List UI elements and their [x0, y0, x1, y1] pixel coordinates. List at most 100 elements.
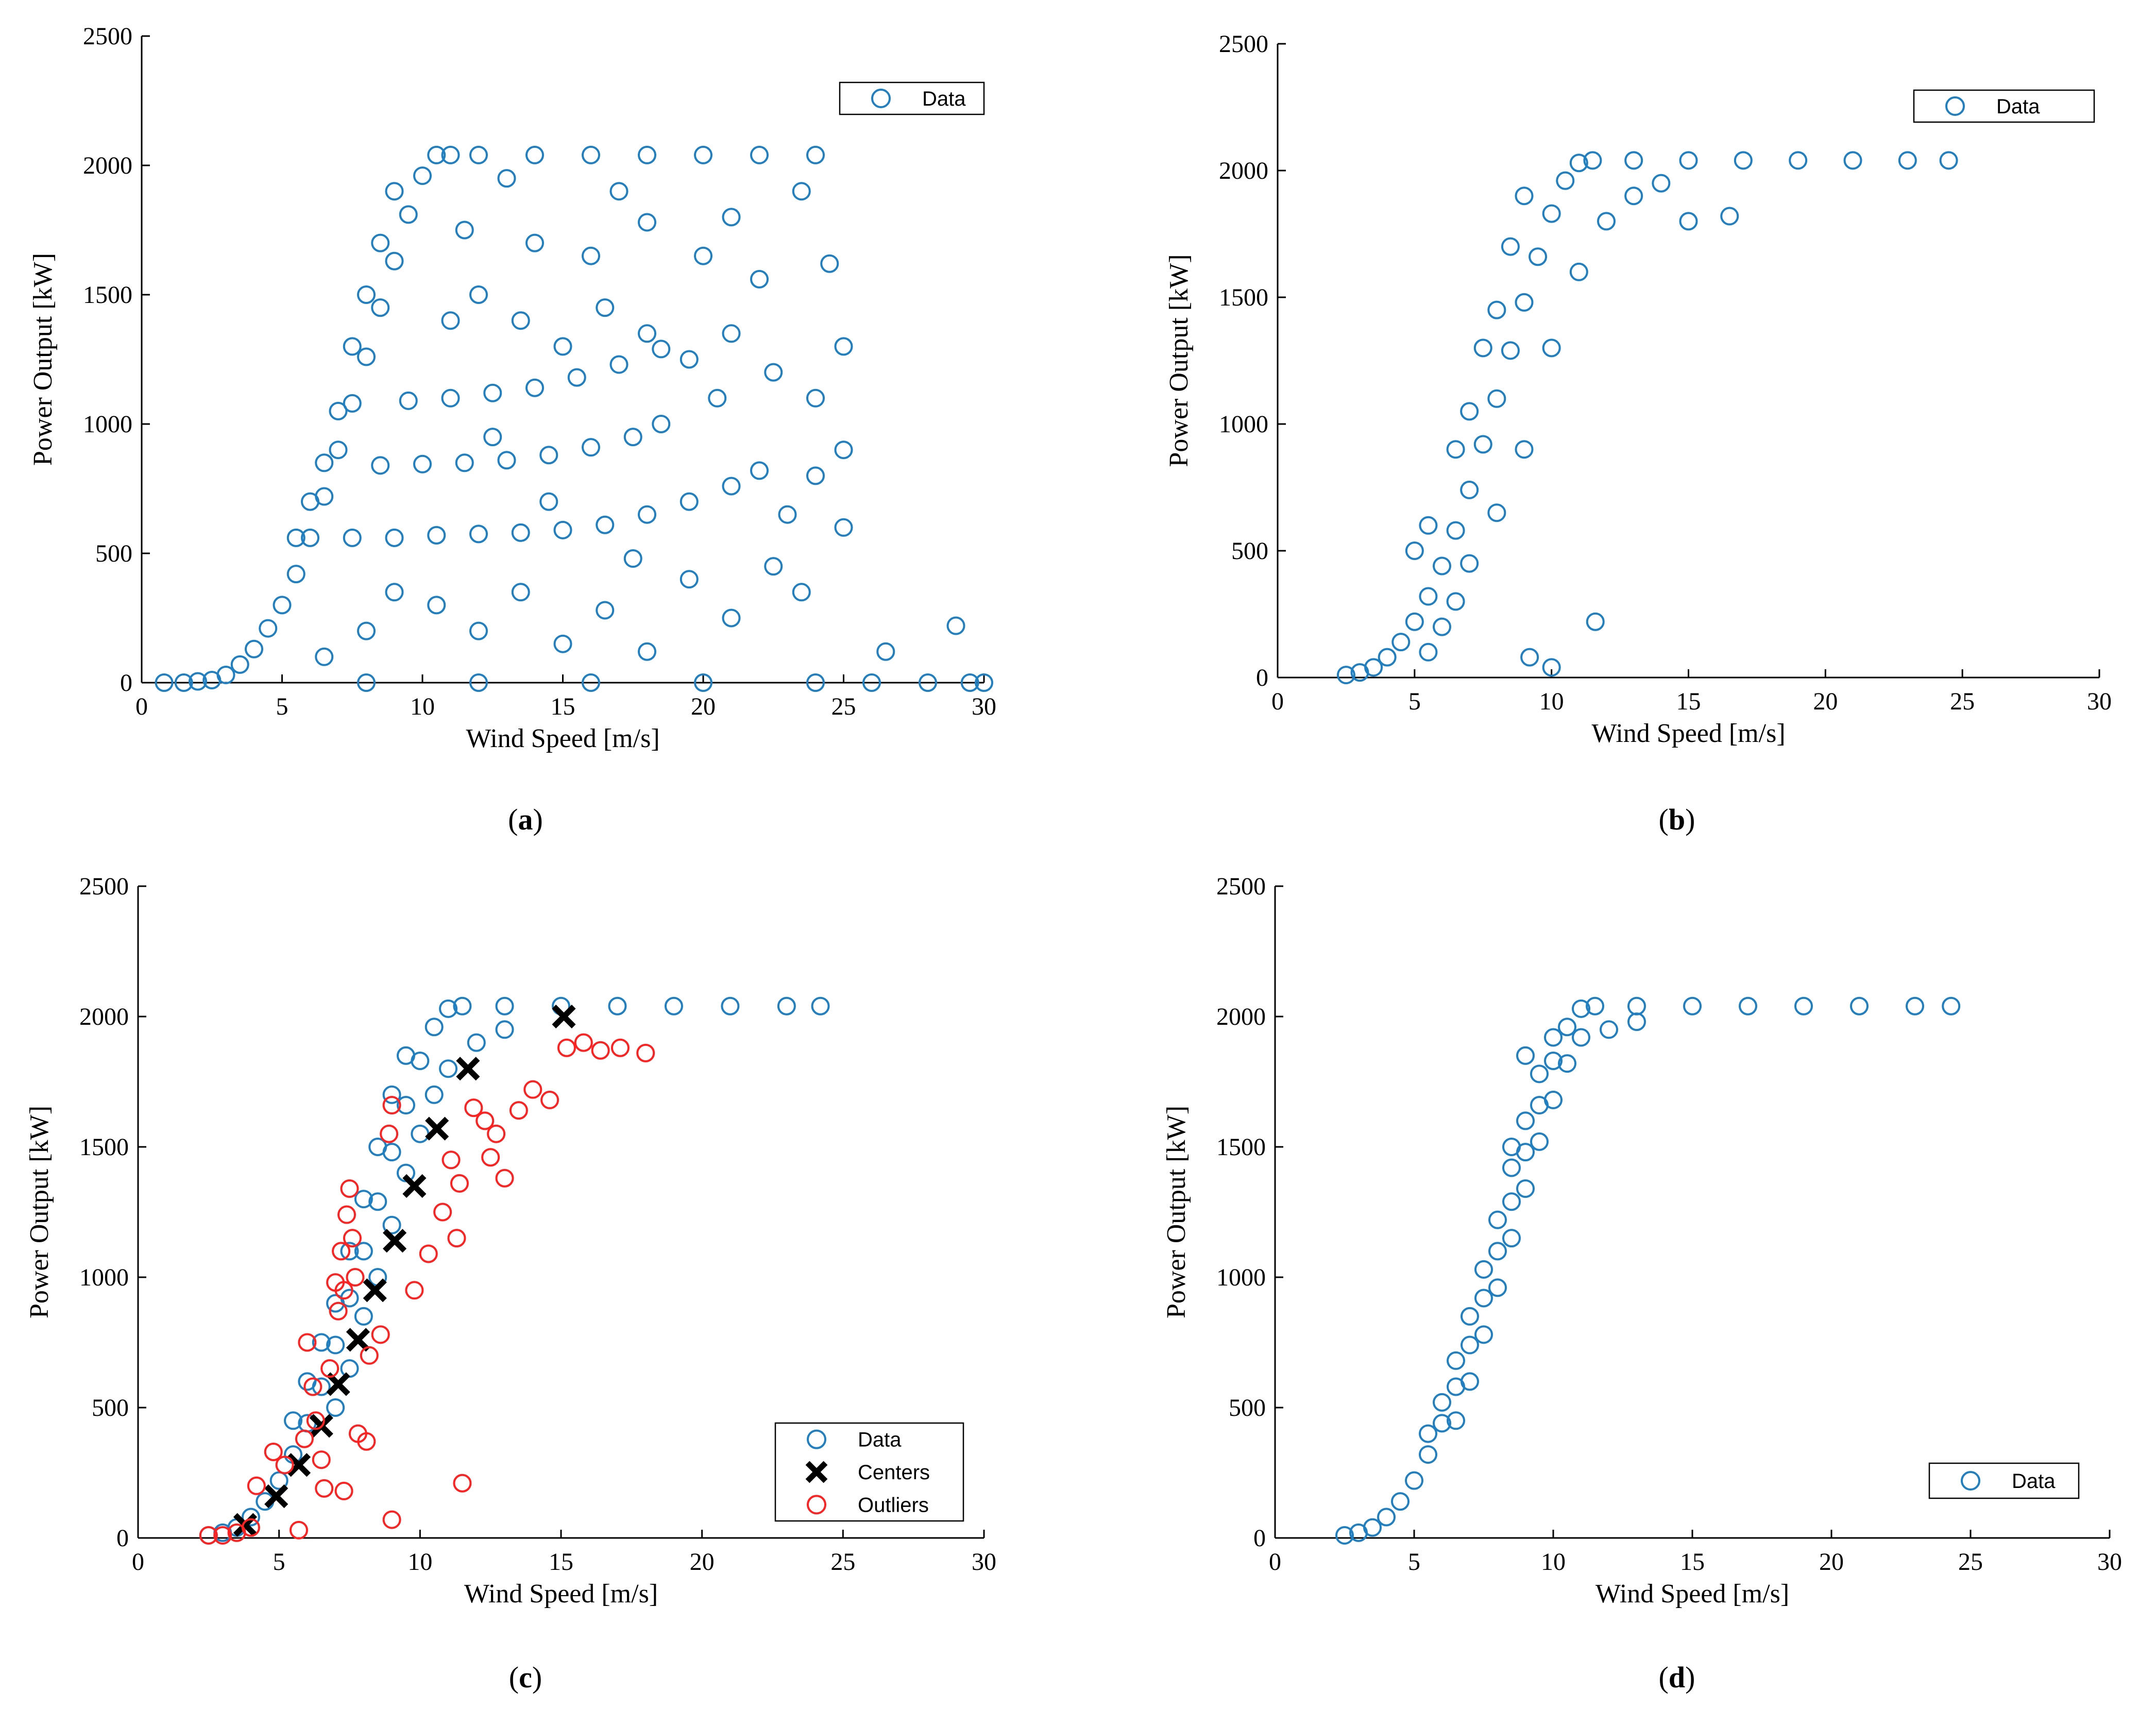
- x-tick-label: 20: [690, 1548, 715, 1576]
- y-tick-label: 1500: [79, 1133, 129, 1161]
- data-point: [284, 1411, 303, 1430]
- x-tick-label: 5: [276, 693, 288, 720]
- y-tick-label: 500: [92, 1394, 129, 1422]
- data-point: [425, 1116, 449, 1141]
- data-point: [1627, 996, 1646, 1016]
- data-point: [301, 492, 319, 511]
- data-point: [1530, 1064, 1549, 1084]
- data-point: [1336, 666, 1355, 685]
- legend-box: [774, 1422, 964, 1522]
- data-point: [273, 596, 292, 615]
- data-point: [382, 1096, 401, 1115]
- y-tick-label: 1000: [1216, 1264, 1266, 1291]
- data-point: [1530, 1132, 1549, 1151]
- data-point: [326, 1398, 345, 1417]
- data-point: [483, 383, 502, 402]
- legend-entry: Data: [1996, 95, 2040, 118]
- data-point: [750, 145, 769, 164]
- data-point: [1405, 542, 1424, 560]
- x-tick-label: 25: [1950, 688, 1975, 715]
- panel-a: 0 5 10 15 20 25 30 0 500 1000 1500 2000 2500 Wind Spe…: [28, 23, 996, 836]
- data-point: [834, 337, 853, 356]
- data-point: [174, 673, 193, 692]
- data-point: [427, 596, 446, 615]
- data-point: [442, 1150, 461, 1170]
- x-tick-label: 15: [551, 693, 575, 720]
- data-point: [1473, 435, 1492, 454]
- legend-box: [1913, 89, 2095, 123]
- data-point: [357, 347, 376, 366]
- y-tick-label: 1000: [79, 1264, 129, 1291]
- data-point: [385, 251, 404, 270]
- data-point: [623, 428, 642, 447]
- data-point: [1502, 1138, 1521, 1156]
- panel-c: 0 5 10 15 20 25 30 0 500 1000 1500 2000 2500 Wind Spe…: [25, 873, 996, 1694]
- data-point: [1794, 996, 1813, 1016]
- data-point: [553, 337, 572, 356]
- data-point: [382, 1229, 407, 1253]
- x-tick-label: 25: [831, 693, 856, 720]
- data-point: [1487, 389, 1506, 408]
- data-point: [1405, 1471, 1423, 1490]
- data-point: [1720, 207, 1739, 226]
- data-point: [946, 616, 965, 635]
- data-point: [1843, 151, 1862, 170]
- x-tick-label: 5: [1408, 688, 1421, 715]
- x-axis-label: Wind Speed [m/s]: [464, 1579, 658, 1609]
- y-tick-label: 0: [1256, 664, 1268, 691]
- data-point: [652, 415, 671, 433]
- data-point: [525, 233, 544, 252]
- data-point: [1488, 1278, 1507, 1297]
- data-point: [806, 388, 825, 408]
- data-point: [495, 996, 514, 1016]
- data-point: [778, 505, 797, 524]
- data-point: [487, 1124, 506, 1143]
- data-point: [708, 388, 727, 408]
- data-point: [792, 583, 811, 602]
- data-point: [357, 673, 376, 692]
- x-axis-label: Wind Speed [m/s]: [1595, 1579, 1789, 1609]
- x-tick-label: 30: [972, 693, 996, 720]
- x-tick-label: 25: [1958, 1548, 1983, 1576]
- data-point: [960, 673, 979, 692]
- data-point: [357, 285, 376, 304]
- data-point: [189, 672, 207, 691]
- data-point: [245, 639, 263, 658]
- data-point: [1488, 1242, 1507, 1261]
- data-point: [371, 298, 390, 317]
- data-point: [1391, 1492, 1410, 1511]
- x-tick-label: 0: [1271, 688, 1284, 715]
- data-point: [450, 1174, 469, 1193]
- data-point: [1447, 1351, 1465, 1370]
- data-point: [764, 363, 783, 382]
- data-point: [919, 673, 937, 692]
- data-point: [638, 505, 656, 524]
- data-point: [1433, 617, 1451, 636]
- data-point: [553, 520, 572, 539]
- data-point: [582, 438, 600, 457]
- data-point: [264, 1443, 283, 1462]
- data-point: [1600, 1020, 1618, 1039]
- data-point: [1363, 1518, 1382, 1537]
- x-tick-label: 5: [1408, 1548, 1420, 1576]
- data-point: [610, 1038, 630, 1057]
- data-point: [1683, 996, 1702, 1016]
- y-tick-label: 2000: [1219, 157, 1268, 184]
- data-point: [539, 492, 558, 511]
- x-tick-label: 5: [273, 1548, 285, 1576]
- data-point: [975, 673, 993, 692]
- data-point: [385, 182, 404, 201]
- x-tick-label: 15: [1676, 688, 1701, 715]
- data-point: [539, 446, 558, 465]
- data-point: [1405, 612, 1424, 631]
- data-point: [315, 453, 334, 472]
- data-point: [315, 647, 334, 666]
- data-point: [1487, 503, 1506, 522]
- data-point: [343, 528, 362, 547]
- data-point: [1433, 1393, 1451, 1412]
- data-point: [301, 528, 319, 547]
- data-point: [495, 1169, 514, 1188]
- legend-marker: [1945, 96, 1965, 116]
- data-point: [1739, 996, 1757, 1016]
- data-point: [402, 1174, 427, 1198]
